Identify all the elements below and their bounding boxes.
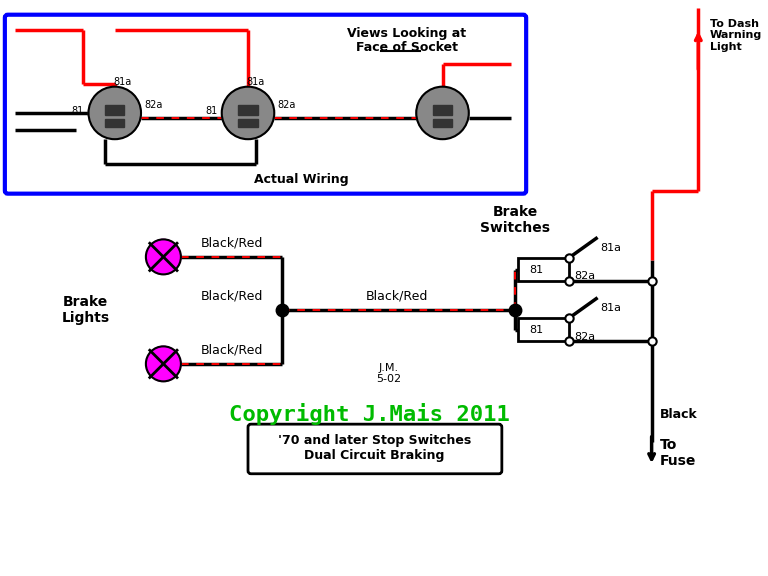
Text: Brake
Switches: Brake Switches xyxy=(481,205,551,235)
Circle shape xyxy=(146,346,181,381)
Text: Black: Black xyxy=(660,408,697,421)
Bar xyxy=(433,119,452,127)
Bar xyxy=(433,105,452,115)
Text: To
Fuse: To Fuse xyxy=(660,438,696,468)
Circle shape xyxy=(416,86,468,139)
Text: Black/Red: Black/Red xyxy=(200,236,263,249)
Text: Black/Red: Black/Red xyxy=(366,290,428,302)
Text: 82a: 82a xyxy=(574,332,595,342)
FancyBboxPatch shape xyxy=(248,424,502,473)
Text: Black/Red: Black/Red xyxy=(200,290,263,302)
Text: 81a: 81a xyxy=(114,77,131,87)
Text: J.M.
5-02: J.M. 5-02 xyxy=(376,363,402,384)
FancyBboxPatch shape xyxy=(5,15,526,194)
Text: 82a: 82a xyxy=(574,271,595,281)
Circle shape xyxy=(146,240,181,274)
Bar xyxy=(518,318,569,342)
Text: 81: 81 xyxy=(529,325,543,335)
Text: Face of Socket: Face of Socket xyxy=(356,41,458,54)
Text: Brake
Lights: Brake Lights xyxy=(61,295,110,325)
Text: 81a: 81a xyxy=(600,243,621,253)
Text: Views Looking at: Views Looking at xyxy=(347,26,466,40)
Text: Actual Wiring: Actual Wiring xyxy=(254,173,349,185)
Text: Copyright J.Mais 2011: Copyright J.Mais 2011 xyxy=(229,403,510,426)
Text: 81: 81 xyxy=(205,106,217,116)
Text: To Dash
Warning
Light: To Dash Warning Light xyxy=(710,18,762,52)
Text: '70 and later Stop Switches
Dual Circuit Braking: '70 and later Stop Switches Dual Circuit… xyxy=(278,434,471,463)
Text: 82a: 82a xyxy=(144,100,163,110)
Bar xyxy=(105,119,124,127)
Text: 81a: 81a xyxy=(600,304,621,313)
Bar xyxy=(105,105,124,115)
Text: 81: 81 xyxy=(71,106,84,116)
Bar xyxy=(238,105,258,115)
Text: 81: 81 xyxy=(529,264,543,275)
Text: 81a: 81a xyxy=(247,77,265,87)
Circle shape xyxy=(88,86,141,139)
Bar xyxy=(518,258,569,281)
Text: Black/Red: Black/Red xyxy=(200,343,263,356)
Bar xyxy=(238,119,258,127)
Circle shape xyxy=(222,86,274,139)
Text: 82a: 82a xyxy=(278,100,296,110)
